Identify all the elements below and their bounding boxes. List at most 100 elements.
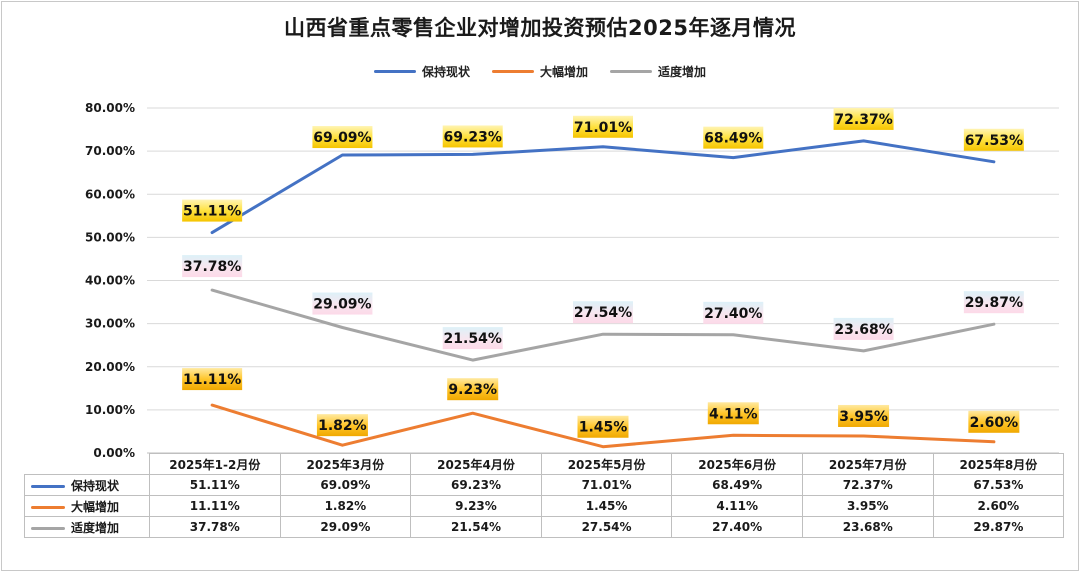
- table-cell: 23.68%: [801, 516, 934, 538]
- row-key-baochi: [31, 484, 65, 488]
- row-head-shidu: 适度增加: [24, 516, 150, 538]
- data-label-box: [316, 414, 368, 437]
- data-label: 21.54%: [444, 331, 502, 347]
- series-line-dafu: [210, 403, 996, 449]
- data-label: 23.68%: [834, 322, 892, 338]
- category-label: 2025年6月份: [671, 453, 803, 475]
- row-label: 保持现状: [71, 478, 120, 493]
- data-label-box: [968, 410, 1020, 433]
- table-cell: 68.49%: [671, 474, 803, 496]
- data-label-box: [703, 301, 764, 324]
- table-cell: 69.23%: [410, 474, 542, 496]
- series-line-baochi: [210, 139, 996, 235]
- row-label: 适度增加: [71, 520, 120, 535]
- table-cell: 1.82%: [279, 495, 412, 517]
- table-cell: 27.40%: [671, 516, 803, 538]
- data-table-row-dafu: 大幅增加 11.11% 1.82% 9.23% 1.45% 4.11% 3.95…: [24, 495, 1065, 517]
- data-label: 2.60%: [970, 415, 1019, 431]
- legend-item-shidu: 适度增加: [610, 63, 706, 80]
- data-label: 11.11%: [183, 372, 241, 388]
- y-tick-label: 60.00%: [85, 187, 135, 201]
- data-label-box: [577, 415, 629, 438]
- y-tick-label: 30.00%: [85, 317, 135, 331]
- data-label-box: [442, 327, 503, 350]
- table-cell: 11.11%: [149, 495, 281, 517]
- table-cell: 29.09%: [279, 516, 412, 538]
- legend-swatch-dafu: [491, 69, 534, 73]
- data-labels: 51.11% 69.09% 69.23% 71.01% 68.49% 72.37% 67.5…: [182, 107, 1024, 438]
- table-cell: 37.78%: [149, 516, 281, 538]
- data-label-box: [312, 292, 373, 315]
- category-label: 2025年5月份: [540, 453, 673, 475]
- chart-title: 山西省重点零售企业对增加投资预估2025年逐月情况: [284, 16, 796, 40]
- data-label: 72.37%: [834, 112, 892, 128]
- y-tick-label: 80.00%: [85, 101, 135, 115]
- data-label: 27.54%: [574, 305, 632, 321]
- data-label-box: [312, 126, 373, 149]
- data-table-row-shidu: 适度增加 37.78% 29.09% 21.54% 27.54% 27.40% …: [24, 516, 1065, 538]
- gridlines: [147, 107, 1059, 454]
- table-cell: 3.95%: [801, 495, 934, 517]
- table-cell: 67.53%: [932, 474, 1065, 496]
- category-label: 2025年1-2月份: [149, 453, 281, 475]
- data-label: 9.23%: [448, 382, 497, 398]
- data-table: 2025年1-2月份 2025年3月份 2025年4月份 2025年5月份 20…: [24, 453, 1065, 538]
- table-cell: 4.11%: [671, 495, 803, 517]
- data-label-box: [838, 404, 890, 427]
- data-label: 4.11%: [709, 406, 758, 422]
- table-cell: 29.87%: [932, 516, 1065, 538]
- legend-label-dafu: 大幅增加: [539, 64, 588, 79]
- data-label-box: [182, 255, 243, 278]
- category-label: 2025年3月份: [279, 453, 412, 475]
- data-label-box: [573, 301, 633, 324]
- legend-label-shidu: 适度增加: [658, 64, 707, 79]
- y-axis-ticks: 0.00%10.00%20.00%30.00%40.00%50.00%60.00…: [85, 101, 135, 460]
- legend-label-baochi: 保持现状: [421, 64, 470, 79]
- table-cell: 72.37%: [801, 474, 934, 496]
- y-tick-label: 10.00%: [85, 403, 135, 417]
- data-label: 37.78%: [183, 259, 241, 275]
- data-label-box: [182, 199, 243, 222]
- data-label-box: [963, 128, 1024, 151]
- data-label-box: [707, 402, 759, 425]
- data-label: 51.11%: [183, 204, 241, 220]
- row-head-baochi: 保持现状: [24, 474, 150, 496]
- row-head-dafu: 大幅增加: [24, 495, 150, 517]
- table-cell: 9.23%: [410, 495, 542, 517]
- data-label: 71.01%: [574, 120, 632, 136]
- y-tick-label: 70.00%: [85, 144, 135, 158]
- table-cell: 27.54%: [540, 516, 673, 538]
- y-tick-label: 40.00%: [85, 274, 135, 288]
- data-label-box: [442, 125, 503, 148]
- table-cell: 1.45%: [540, 495, 673, 517]
- table-cell: 2.60%: [932, 495, 1065, 517]
- legend-item-dafu: 大幅增加: [491, 63, 588, 80]
- data-label-box: [447, 378, 499, 401]
- data-label: 3.95%: [839, 409, 888, 425]
- data-table-header-row: 2025年1-2月份 2025年3月份 2025年4月份 2025年5月份 20…: [24, 453, 1065, 475]
- data-label-box: [703, 126, 764, 149]
- series-line-shidu: [210, 288, 996, 362]
- data-label: 69.09%: [313, 130, 371, 146]
- data-label: 29.09%: [313, 297, 371, 313]
- series-lines: [210, 139, 996, 449]
- data-label-box: [182, 368, 243, 391]
- data-label-box: [833, 107, 894, 130]
- data-label: 67.53%: [965, 133, 1023, 149]
- legend-item-baochi: 保持现状: [373, 63, 470, 80]
- data-label-box: [963, 291, 1024, 314]
- y-tick-label: 20.00%: [85, 360, 135, 374]
- row-label: 大幅增加: [71, 499, 120, 514]
- category-label: 2025年4月份: [410, 453, 542, 475]
- data-table-corner: [24, 453, 150, 475]
- legend: 保持现状 大幅增加 适度增加: [0, 60, 1080, 82]
- data-label-box: [573, 115, 633, 138]
- category-label: 2025年8月份: [932, 453, 1065, 475]
- data-label-box: [833, 317, 894, 340]
- row-key-shidu: [31, 526, 65, 530]
- row-key-dafu: [31, 505, 65, 509]
- data-label: 29.87%: [965, 295, 1023, 311]
- table-cell: 51.11%: [149, 474, 281, 496]
- data-label: 69.23%: [444, 129, 502, 145]
- data-label: 27.40%: [704, 306, 762, 322]
